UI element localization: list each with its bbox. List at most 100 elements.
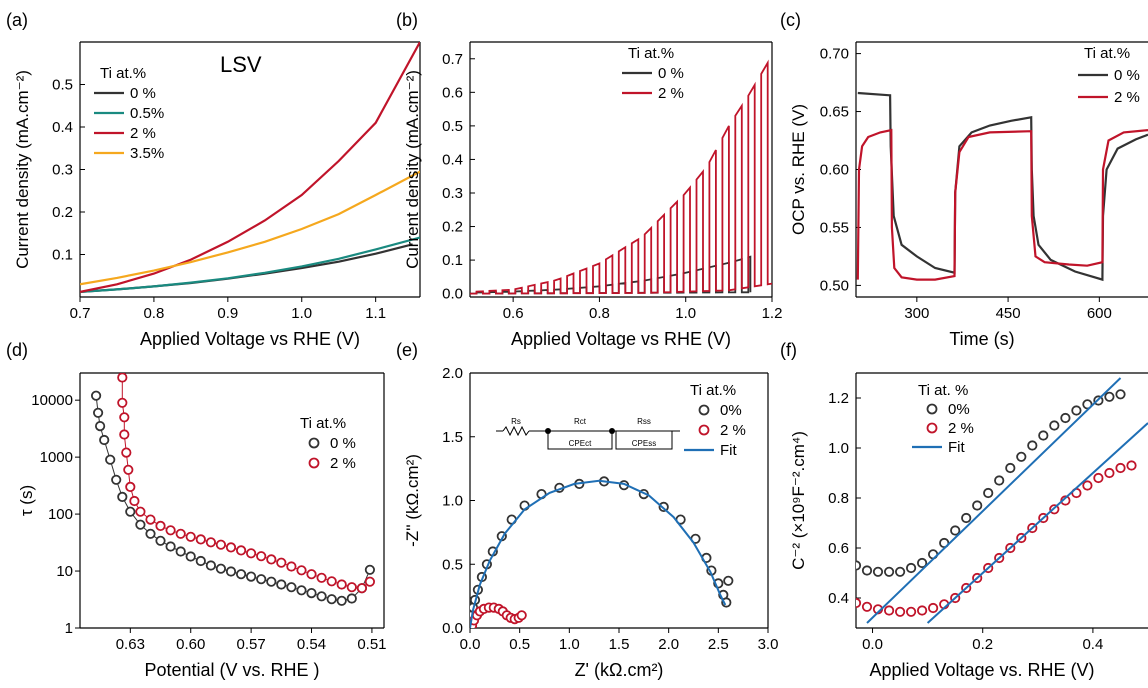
panel-5: 0.0 0.2 0.4 0.4 0.6 0.8 1.0 1.2 Applied Voltage … <box>780 340 1148 680</box>
data-point <box>1115 462 1126 474</box>
data-point <box>1071 405 1082 416</box>
series-line <box>856 128 1148 281</box>
data-point <box>135 519 146 530</box>
x-axis-label: Time (s) <box>949 329 1014 349</box>
data-point <box>95 420 106 432</box>
legend-marker <box>308 457 320 469</box>
legend-title: Ti at.% <box>690 382 736 399</box>
legend-label: 2 % <box>720 422 746 439</box>
data-point <box>105 454 116 465</box>
data-point <box>916 557 928 569</box>
panel-letter: (a) <box>6 10 28 30</box>
x-tick-label: 0.60 <box>176 636 205 653</box>
data-point <box>872 566 884 577</box>
legend-title: Ti at.% <box>100 65 146 82</box>
y-axis-label: -Z'' (kΩ.cm²) <box>403 454 422 547</box>
data-point <box>723 575 734 586</box>
y-tick-label: 1.2 <box>828 390 849 407</box>
data-point <box>99 434 110 446</box>
legend-label: 0% <box>720 402 742 419</box>
data-point <box>111 474 122 485</box>
plot-area <box>91 373 375 606</box>
circuit-label: CPEct <box>569 439 592 448</box>
data-point <box>983 487 994 499</box>
data-point <box>516 610 527 621</box>
data-point <box>1027 440 1038 451</box>
x-tick-label: 1.1 <box>365 305 386 322</box>
y-tick-label: 0.0 <box>442 620 463 637</box>
data-point <box>225 566 237 577</box>
x-tick-label: 300 <box>904 305 929 322</box>
x-tick-label: 600 <box>1087 305 1112 322</box>
data-point <box>119 429 130 440</box>
data-point <box>961 512 972 524</box>
y-axis-label: τ (s) <box>17 485 36 516</box>
data-point <box>165 541 176 552</box>
data-point <box>336 579 347 590</box>
resistor-rs <box>502 425 530 437</box>
x-tick-label: 2.0 <box>658 636 679 653</box>
data-point <box>276 557 287 568</box>
data-point <box>346 582 357 593</box>
data-point <box>145 528 156 539</box>
panel-3: 0.63 0.60 0.57 0.54 0.51 1 10 100 1000 10000 Poten… <box>6 340 387 680</box>
data-point <box>205 537 216 548</box>
x-tick-label: 0.7 <box>70 305 91 322</box>
legend-title: Ti at.% <box>1084 45 1130 62</box>
legend-label: 2 % <box>1114 89 1140 106</box>
legend-label: 0 % <box>130 85 156 102</box>
data-point <box>195 555 206 567</box>
data-point <box>276 579 287 590</box>
data-point <box>117 397 128 408</box>
x-tick-label: 450 <box>996 305 1021 322</box>
data-point <box>1126 460 1137 471</box>
data-point <box>205 560 216 571</box>
data-point <box>236 545 247 556</box>
y-tick-label: 1.0 <box>828 440 849 457</box>
x-tick-label: 0.4 <box>1082 636 1103 653</box>
data-point <box>175 546 186 557</box>
data-point <box>286 582 297 593</box>
x-axis-label: Applied Voltage vs. RHE (V) <box>869 660 1094 680</box>
circuit-label: Rs <box>511 417 521 426</box>
x-axis-label: Applied Voltage vs RHE (V) <box>511 329 731 349</box>
legend-label: 2 % <box>658 85 684 102</box>
data-point <box>225 542 237 553</box>
circuit-label: Rct <box>574 417 587 426</box>
data-point <box>117 373 128 383</box>
plot-area <box>80 42 420 293</box>
data-point <box>246 571 257 582</box>
legend-title: Ti at.% <box>628 45 674 62</box>
fit-line <box>866 377 1122 624</box>
series-line <box>80 42 420 293</box>
data-point <box>856 560 862 571</box>
y-axis-label: C⁻² (×10⁹F⁻².cm⁴) <box>789 431 808 570</box>
circuit-label: CPEss <box>632 439 656 448</box>
data-point <box>91 390 102 401</box>
data-point <box>306 587 317 599</box>
x-tick-label: 0.54 <box>297 636 326 653</box>
y-tick-label: 0.6 <box>442 84 463 101</box>
panel-letter: (e) <box>396 340 418 360</box>
y-tick-label: 0.70 <box>820 46 849 63</box>
circuit-label: Rss <box>637 417 651 426</box>
data-point <box>256 574 267 585</box>
data-point <box>883 566 895 577</box>
plot-area <box>470 59 772 295</box>
data-point <box>155 520 166 532</box>
panel-4: 0.0 0.5 1.0 1.5 2.0 2.5 3.0 0.0 0.5 1.0 1.5 2.0 Z' (… <box>396 340 778 680</box>
data-point <box>236 569 247 580</box>
y-tick-label: 0.2 <box>442 219 463 236</box>
y-tick-label: 0.1 <box>52 247 73 264</box>
plot-area <box>856 91 1148 282</box>
y-tick-label: 0.55 <box>820 219 849 236</box>
data-point <box>175 528 186 539</box>
y-tick-label: 0.5 <box>52 77 73 94</box>
panel-letter: (d) <box>6 340 28 360</box>
data-point <box>316 591 327 602</box>
y-tick-label: 0.8 <box>828 490 849 507</box>
data-point <box>1005 462 1016 474</box>
panel-letter: (b) <box>396 10 418 30</box>
x-tick-label: 0.2 <box>972 636 993 653</box>
legend-marker <box>926 403 938 415</box>
